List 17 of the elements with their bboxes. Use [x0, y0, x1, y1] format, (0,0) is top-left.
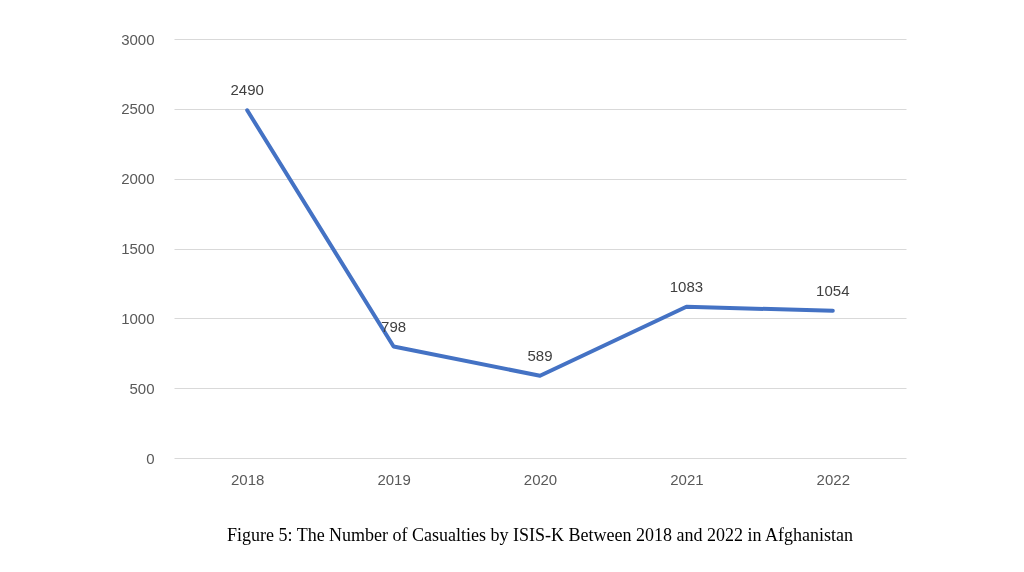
x-tick-label: 2022 [816, 470, 850, 488]
x-tick-label: 2018 [231, 470, 265, 488]
caption: Figure 5: The Number of Casualties by ISIS-K Between 2018 and 2022 in Afghanistan [226, 525, 854, 545]
data-label: 1083 [669, 277, 704, 295]
data-label: 589 [527, 346, 553, 364]
y-tick-label: 500 [129, 379, 155, 397]
y-tick-label: 1500 [121, 240, 155, 257]
y-tick-label: 3000 [121, 30, 155, 48]
data-label: 2490 [230, 81, 264, 99]
x-tick-label: 2019 [377, 470, 411, 488]
y-tick-label: 0 [146, 449, 155, 467]
y-tick-label: 2500 [121, 100, 155, 118]
x-tick-label: 2021 [670, 470, 704, 488]
y-tick-label: 2000 [121, 170, 155, 188]
data-label: 1054 [816, 281, 850, 299]
x-tick-label: 2020 [523, 470, 558, 488]
y-tick-label: 1000 [121, 309, 155, 327]
